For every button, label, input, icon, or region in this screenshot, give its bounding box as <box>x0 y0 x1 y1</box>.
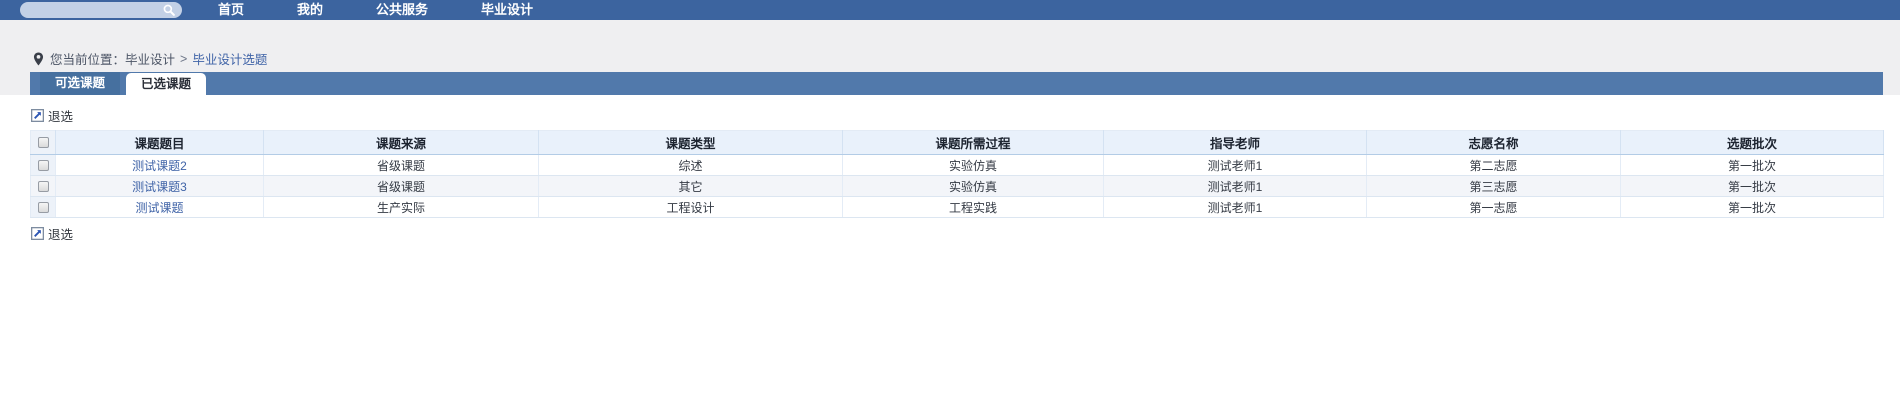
withdraw-button-top[interactable]: 退选 <box>31 106 73 125</box>
cell-topic-source: 省级课题 <box>263 175 539 197</box>
cell-topic-type: 综述 <box>538 154 843 176</box>
selected-topics-table: 课题题目 课题来源 课题类型 课题所需过程 指导老师 志愿名称 选题批次 测试课题2 省级课题… <box>30 130 1884 218</box>
breadcrumb: 您当前位置： 毕业设计 > 毕业设计选题 <box>33 49 267 68</box>
cell-topic-type: 工程设计 <box>538 196 843 218</box>
row-checkbox[interactable] <box>37 201 49 213</box>
column-header-topic-type: 课题类型 <box>538 130 843 155</box>
cell-topic-process: 实验仿真 <box>842 154 1104 176</box>
top-navbar: 首页 我的 公共服务 毕业设计 <box>0 0 1900 20</box>
cell-advisor: 测试老师1 <box>1103 196 1367 218</box>
tab-selectable-topics[interactable]: 可选课题 <box>40 72 121 95</box>
withdraw-button-label: 退选 <box>48 110 74 124</box>
table-row: 测试课题3 省级课题 其它 实验仿真 测试老师1 第三志愿 第一批次 <box>30 175 1884 197</box>
cell-selection-batch: 第一批次 <box>1620 196 1884 218</box>
cell-topic-type: 其它 <box>538 175 843 197</box>
column-header-preference-name: 志愿名称 <box>1366 130 1621 155</box>
column-header-advisor: 指导老师 <box>1103 130 1367 155</box>
breadcrumb-prefix: 您当前位置： <box>50 53 126 67</box>
row-checkbox[interactable] <box>37 180 49 192</box>
content-panel: 退选 课题题目 课题来源 课题类型 课题所需过程 指导老师 志愿名称 选题批次 测试课题2 省… <box>0 95 1900 407</box>
location-pin-icon <box>33 51 44 65</box>
cell-selection-batch: 第一批次 <box>1620 175 1884 197</box>
table-row: 测试课题 生产实际 工程设计 工程实践 测试老师1 第一志愿 第一批次 <box>30 196 1884 218</box>
cell-preference-name: 第二志愿 <box>1366 154 1621 176</box>
cell-topic-title: 测试课题 <box>55 196 264 218</box>
row-checkbox-cell <box>30 154 56 176</box>
select-all-checkbox-cell <box>30 130 56 155</box>
select-all-checkbox[interactable] <box>37 137 49 148</box>
row-checkbox-cell <box>30 196 56 218</box>
cell-topic-process: 实验仿真 <box>842 175 1104 197</box>
search-input[interactable] <box>20 2 182 18</box>
breadcrumb-separator: > <box>180 51 188 66</box>
table-row: 测试课题2 省级课题 综述 实验仿真 测试老师1 第二志愿 第一批次 <box>30 154 1884 176</box>
column-header-topic-process: 课题所需过程 <box>842 130 1104 155</box>
withdraw-arrow-icon <box>31 109 44 122</box>
column-header-topic-title: 课题题目 <box>55 130 264 155</box>
column-header-topic-source: 课题来源 <box>263 130 539 155</box>
main-menu: 首页 我的 公共服务 毕业设计 <box>218 0 533 20</box>
cell-topic-source: 省级课题 <box>263 154 539 176</box>
topic-title-link[interactable]: 测试课题2 <box>132 158 187 173</box>
withdraw-arrow-icon <box>31 227 44 240</box>
column-header-selection-batch: 选题批次 <box>1620 130 1884 155</box>
withdraw-button-label: 退选 <box>48 228 74 242</box>
breadcrumb-bar: 您当前位置： 毕业设计 > 毕业设计选题 <box>0 20 1900 72</box>
nav-item-mine[interactable]: 我的 <box>297 2 324 17</box>
cell-topic-source: 生产实际 <box>263 196 539 218</box>
row-checkbox-cell <box>30 175 56 197</box>
row-checkbox[interactable] <box>37 159 49 171</box>
nav-item-graduation-design[interactable]: 毕业设计 <box>481 2 534 17</box>
topic-title-link[interactable]: 测试课题 <box>135 200 184 215</box>
search-box <box>0 2 182 18</box>
cell-topic-title: 测试课题2 <box>55 154 264 176</box>
tab-strip: 可选课题 已选课题 <box>30 72 1883 95</box>
cell-topic-title: 测试课题3 <box>55 175 264 197</box>
nav-item-home[interactable]: 首页 <box>218 2 245 17</box>
nav-item-public-services[interactable]: 公共服务 <box>376 2 429 17</box>
cell-preference-name: 第一志愿 <box>1366 196 1621 218</box>
breadcrumb-section: 毕业设计 <box>125 53 176 67</box>
cell-topic-process: 工程实践 <box>842 196 1104 218</box>
breadcrumb-current-link[interactable]: 毕业设计选题 <box>192 53 268 67</box>
tab-selected-topics[interactable]: 已选课题 <box>126 73 207 95</box>
cell-preference-name: 第三志愿 <box>1366 175 1621 197</box>
cell-selection-batch: 第一批次 <box>1620 154 1884 176</box>
table-header-row: 课题题目 课题来源 课题类型 课题所需过程 指导老师 志愿名称 选题批次 <box>30 130 1884 155</box>
cell-advisor: 测试老师1 <box>1103 154 1367 176</box>
topic-title-link[interactable]: 测试课题3 <box>132 179 187 194</box>
cell-advisor: 测试老师1 <box>1103 175 1367 197</box>
withdraw-button-bottom[interactable]: 退选 <box>31 224 73 243</box>
